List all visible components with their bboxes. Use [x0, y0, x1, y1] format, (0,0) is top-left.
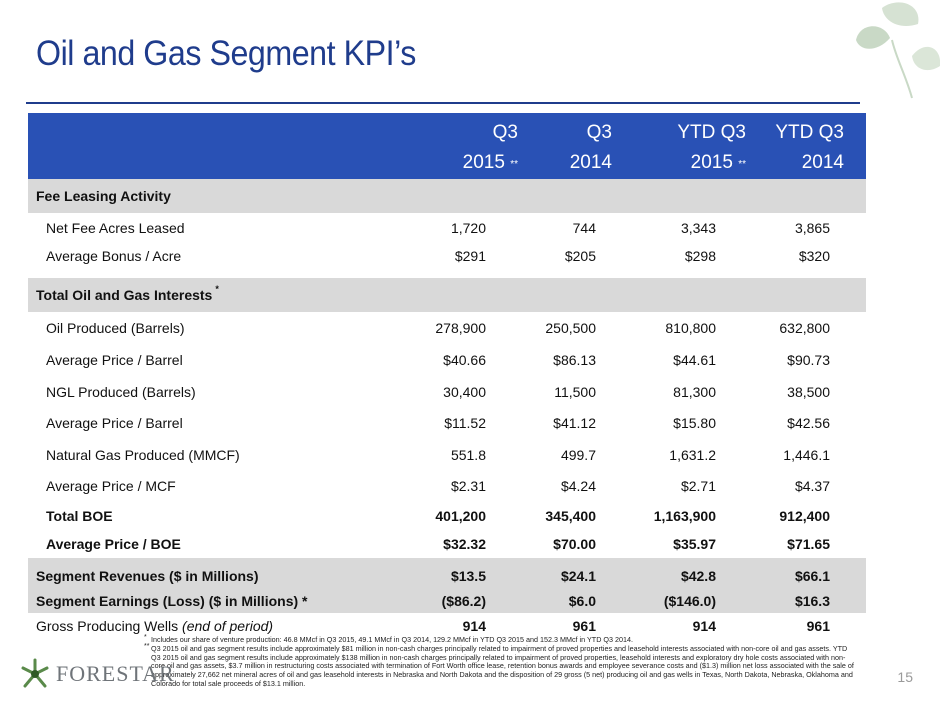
cell-value: $44.61	[673, 352, 716, 368]
cell-value: $11.52	[444, 415, 486, 431]
page-title: Oil and Gas Segment KPI’s	[36, 34, 416, 73]
cell-value: $4.24	[560, 478, 596, 494]
column-header: YTD Q3 2015 **	[677, 122, 746, 173]
cell-value: 914	[692, 618, 716, 634]
cell-value: 961	[806, 618, 830, 634]
cell-value: $41.12	[553, 415, 596, 431]
cell-value: $24.1	[560, 567, 596, 584]
cell-value: 499.7	[560, 446, 596, 463]
row-label: Average Price / BOE	[46, 536, 181, 552]
cell-value: $2.31	[450, 478, 486, 494]
cell-value: $35.97	[673, 536, 716, 552]
column-header: Q3 2015 **	[462, 122, 518, 173]
table-row: Average Price / Barrel $40.66 $86.13 $44…	[28, 344, 866, 376]
cell-value: 250,500	[545, 320, 596, 336]
footnote: ** Q3 2015 oil and gas segment results i…	[144, 642, 854, 688]
cell-value: $298	[684, 248, 716, 264]
cell-value: 81,300	[673, 383, 716, 400]
row-label: Average Price / Barrel	[46, 352, 183, 368]
kpi-table: Q3 2015 ** Q3 2014 YTD Q3 2015 ** YTD Q3…	[28, 113, 866, 639]
cell-value: 912,400	[779, 508, 830, 524]
row-label: Oil Produced (Barrels)	[46, 320, 185, 336]
tree-logo-icon	[21, 658, 49, 688]
cell-value: 3,865	[794, 219, 830, 236]
table-header: Q3 2015 ** Q3 2014 YTD Q3 2015 ** YTD Q3…	[28, 113, 866, 179]
cell-value: ($86.2)	[441, 593, 486, 609]
cell-value: 278,900	[435, 320, 486, 336]
cell-value: 810,800	[665, 320, 716, 336]
row-label: Total BOE	[46, 508, 113, 524]
cell-value: 632,800	[779, 320, 830, 336]
row-label: Net Fee Acres Leased	[46, 219, 185, 236]
page-number: 15	[897, 669, 913, 685]
table-row: NGL Produced (Barrels) 30,400 11,500 81,…	[28, 376, 866, 407]
row-label: Average Bonus / Acre	[46, 248, 182, 264]
table-row: Average Price / MCF $2.31 $4.24 $2.71 $4…	[28, 470, 866, 502]
total-row: Average Price / BOE $32.32 $70.00 $35.97…	[28, 530, 866, 558]
cell-value: $32.32	[443, 536, 486, 552]
cell-value: $66.1	[794, 567, 830, 584]
footnotes: * Includes our share of venture producti…	[144, 634, 858, 689]
column-header: YTD Q3 2014	[775, 122, 844, 173]
cell-value: 961	[572, 618, 596, 634]
cell-value: $42.8	[680, 567, 716, 584]
logo-wordmark: FORESTAR	[56, 661, 175, 686]
table-row: Natural Gas Produced (MMCF) 551.8 499.7 …	[28, 439, 866, 470]
section-row: Total Oil and Gas Interests *	[28, 278, 866, 312]
table-row: Net Fee Acres Leased 1,720 744 3,343 3,8…	[28, 213, 866, 242]
cell-value: 401,200	[435, 508, 486, 524]
cell-value: $2.71	[680, 478, 716, 494]
table-row: Average Price / Barrel $11.52 $41.12 $15…	[28, 407, 866, 439]
cell-value: 914	[462, 618, 486, 634]
cell-value: $86.13	[553, 352, 596, 368]
column-header: Q3 2014	[569, 122, 612, 173]
cell-value: $42.56	[787, 415, 830, 431]
title-divider	[26, 102, 860, 104]
row-label: Fee Leasing Activity	[36, 188, 171, 204]
total-row: Total BOE 401,200 345,400 1,163,900 912,…	[28, 502, 866, 530]
wells-row: Gross Producing Wells (end of period) 91…	[28, 613, 866, 639]
cell-value: 3,343	[680, 219, 716, 236]
cell-value: ($146.0)	[663, 593, 716, 609]
section-row: Fee Leasing Activity	[28, 179, 866, 213]
cell-value: 551.8	[450, 446, 486, 463]
cell-value: $15.80	[673, 415, 716, 431]
cell-value: $6.0	[568, 593, 596, 609]
cell-value: $4.37	[794, 478, 830, 494]
row-label: Natural Gas Produced (MMCF)	[46, 446, 240, 463]
row-label: Average Price / MCF	[46, 478, 176, 494]
cell-value: 744	[572, 219, 596, 236]
row-label: NGL Produced (Barrels)	[46, 383, 196, 400]
cell-value: $90.73	[787, 352, 830, 368]
leaf-decoration-icon	[856, 2, 940, 99]
summary-block: Segment Revenues ($ in Millions) $13.5 $…	[28, 558, 866, 613]
row-label: Total Oil and Gas Interests *	[36, 284, 219, 303]
cell-value: $16.3	[794, 593, 830, 609]
table-row: Average Bonus / Acre $291 $205 $298 $320	[28, 242, 866, 270]
table-row: Oil Produced (Barrels) 278,900 250,500 8…	[28, 312, 866, 344]
cell-value: $291	[454, 248, 486, 264]
cell-value: 1,720	[450, 219, 486, 236]
cell-value: 11,500	[554, 383, 596, 400]
cell-value: $13.5	[450, 567, 486, 584]
cell-value: 30,400	[443, 383, 486, 400]
cell-value: 1,446.1	[783, 446, 830, 463]
cell-value: $320	[798, 248, 830, 264]
cell-value: 345,400	[545, 508, 596, 524]
row-label: Segment Earnings (Loss) ($ in Millions) …	[36, 593, 308, 609]
cell-value: $40.66	[443, 352, 486, 368]
cell-value: 1,631.2	[669, 446, 716, 463]
cell-value: $70.00	[553, 536, 596, 552]
summary-row: Segment Earnings (Loss) ($ in Millions) …	[28, 589, 866, 613]
cell-value: 1,163,900	[653, 508, 716, 524]
summary-row: Segment Revenues ($ in Millions) $13.5 $…	[28, 562, 866, 589]
row-label: Segment Revenues ($ in Millions)	[36, 567, 259, 584]
footnote: * Includes our share of venture producti…	[144, 634, 633, 644]
cell-value: $205	[564, 248, 596, 264]
row-label: Average Price / Barrel	[46, 415, 183, 431]
cell-value: $71.65	[787, 536, 830, 552]
cell-value: 38,500	[787, 383, 830, 400]
company-logo: FORESTAR	[20, 656, 175, 692]
row-label: Gross Producing Wells (end of period)	[36, 618, 274, 634]
